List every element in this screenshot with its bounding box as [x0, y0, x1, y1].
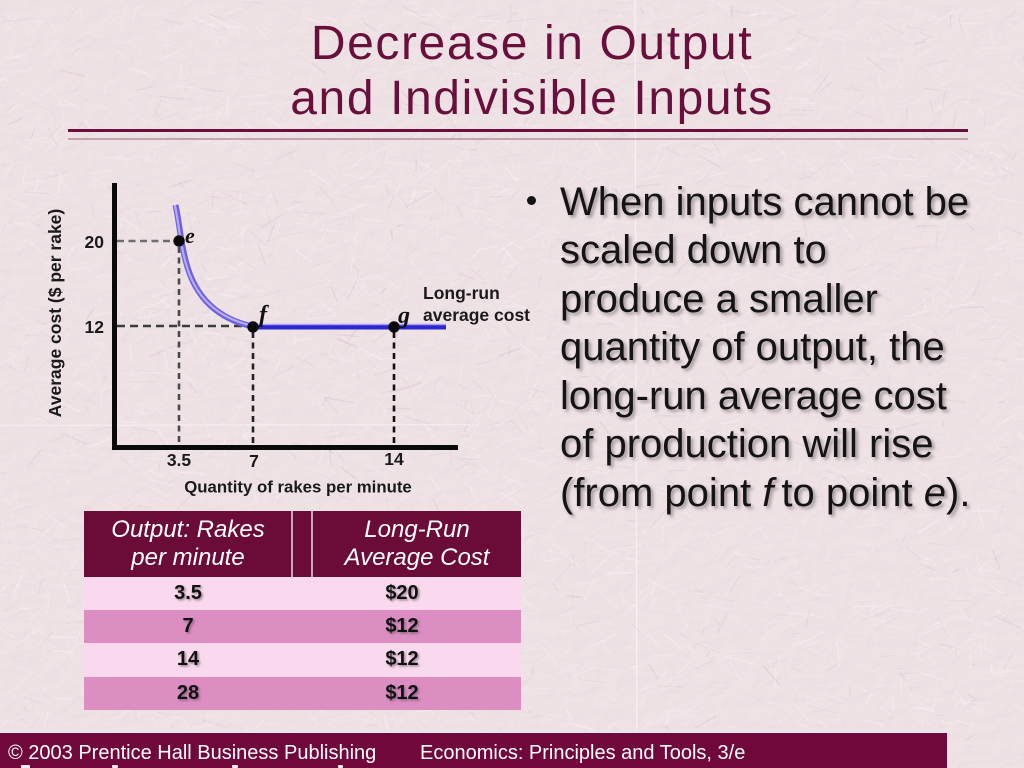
svg-text:f: f [259, 302, 269, 328]
svg-text:g: g [397, 303, 410, 329]
svg-text:12: 12 [85, 317, 105, 337]
svg-text:e: e [185, 223, 195, 248]
svg-text:average cost: average cost [423, 305, 530, 325]
svg-text:Long-run: Long-run [423, 283, 500, 303]
svg-text:7: 7 [249, 451, 259, 471]
svg-text:3.5: 3.5 [167, 450, 192, 470]
svg-text:Quantity of rakes per minute: Quantity of rakes per minute [184, 478, 412, 497]
svg-text:14: 14 [384, 449, 404, 469]
svg-text:Average cost ($ per rake): Average cost ($ per rake) [45, 209, 65, 417]
svg-text:20: 20 [85, 232, 105, 252]
